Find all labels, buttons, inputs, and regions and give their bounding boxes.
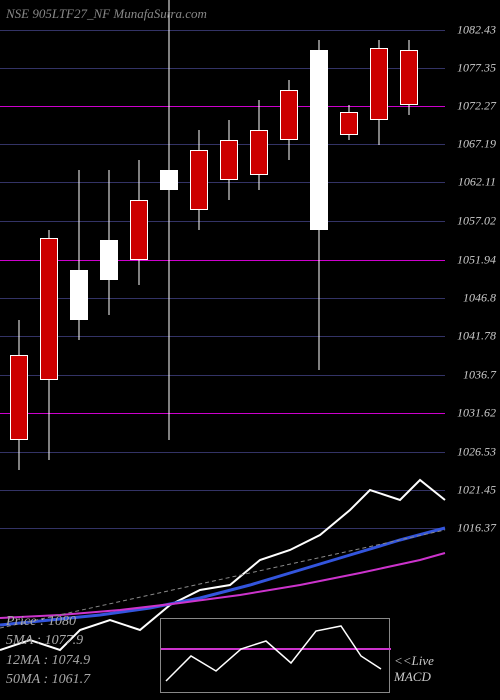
moving-averages-overlay bbox=[0, 0, 500, 700]
macd-inset bbox=[160, 618, 390, 693]
macd-signal-line bbox=[166, 626, 381, 681]
chart-title: NSE 905LTF27_NF MunafaSutra.com bbox=[6, 6, 207, 22]
macd-label-prefix: <<Live bbox=[394, 653, 434, 668]
macd-label-main: MACD bbox=[394, 669, 431, 684]
macd-line-plot bbox=[161, 619, 391, 694]
stat-5ma: 5MA : 1077.9 bbox=[6, 631, 90, 651]
stat-50ma: 50MA : 1061.7 bbox=[6, 670, 90, 690]
stat-12ma: 12MA : 1074.9 bbox=[6, 651, 90, 671]
candlestick-chart: NSE 905LTF27_NF MunafaSutra.com 1082.431… bbox=[0, 0, 500, 700]
macd-label: <<Live MACD bbox=[394, 653, 434, 685]
stat-price: Price : 1080 bbox=[6, 612, 90, 632]
ma-line bbox=[0, 528, 445, 625]
stats-readout: Price : 1080 5MA : 1077.9 12MA : 1074.9 … bbox=[6, 612, 90, 690]
